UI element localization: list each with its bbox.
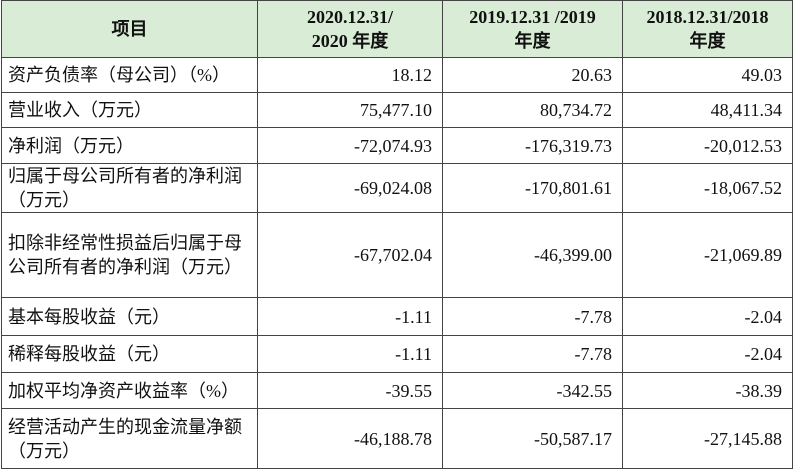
value-cell: -7.78 — [442, 335, 623, 373]
value-cell: 18.12 — [257, 57, 443, 93]
table-row: 扣除非经常性损益后归属于母公司所有者的净利润（万元） -67,702.04 -46,… — [1, 212, 793, 298]
header-cell: 2019.12.31 /2019 年度 — [442, 0, 623, 58]
header-line: 2020.12.31/ — [306, 7, 393, 27]
table-row: 营业收入（万元） 75,477.10 80,734.72 48,411.34 — [1, 92, 793, 128]
table-row: 归属于母公司所有者的净利润（万元） -69,024.08 -170,801.61 -1… — [1, 163, 793, 213]
row-label: 资产负债率（母公司）（%） — [1, 57, 258, 93]
header-line: 年度 — [514, 31, 551, 51]
table-row: 稀释每股收益（元） -1.11 -7.78 -2.04 — [1, 335, 793, 373]
value-cell: 49.03 — [622, 57, 793, 93]
header-row: 项目 2020.12.31/2020 年度 2019.12.31 /2019 年度 20… — [1, 0, 793, 58]
row-label: 基本每股收益（元） — [1, 297, 258, 336]
value-cell: -1.11 — [257, 297, 443, 336]
value-cell: 80,734.72 — [442, 92, 623, 128]
header-cell: 2018.12.31/2018 年度 — [622, 0, 793, 58]
value-cell: -46,188.78 — [257, 408, 443, 469]
value-cell: 75,477.10 — [257, 92, 443, 128]
value-cell: -50,587.17 — [442, 408, 623, 469]
value-cell: -2.04 — [622, 297, 793, 336]
header-cell: 2020.12.31/2020 年度 — [257, 0, 443, 58]
value-cell: -72,074.93 — [257, 127, 443, 164]
row-label: 经营活动产生的现金流量净额（万元） — [1, 408, 258, 469]
row-label: 归属于母公司所有者的净利润（万元） — [1, 163, 258, 213]
value-cell: -1.11 — [257, 335, 443, 373]
table-row: 经营活动产生的现金流量净额（万元） -46,188.78 -50,587.17 -27… — [1, 408, 793, 469]
value-cell: -7.78 — [442, 297, 623, 336]
value-cell: -69,024.08 — [257, 163, 443, 213]
table-row: 净利润（万元） -72,074.93 -176,319.73 -20,012.53 — [1, 127, 793, 164]
value-cell: -2.04 — [622, 335, 793, 373]
header-cell: 项目 — [1, 0, 258, 58]
row-label: 稀释每股收益（元） — [1, 335, 258, 373]
value-cell: 20.63 — [442, 57, 623, 93]
value-cell: -38.39 — [622, 372, 793, 409]
table-row: 加权平均净资产收益率（%） -39.55 -342.55 -38.39 — [1, 372, 793, 409]
header-line: 2019.12.31 /2019 — [469, 7, 596, 27]
value-cell: -46,399.00 — [442, 212, 623, 298]
value-cell: -21,069.89 — [622, 212, 793, 298]
header-line: 年度 — [689, 31, 726, 51]
row-label: 营业收入（万元） — [1, 92, 258, 128]
value-cell: -18,067.52 — [622, 163, 793, 213]
header-line: 2020 年度 — [311, 31, 389, 51]
value-cell: -170,801.61 — [442, 163, 623, 213]
value-cell: -39.55 — [257, 372, 443, 409]
value-cell: 48,411.34 — [622, 92, 793, 128]
value-cell: -176,319.73 — [442, 127, 623, 164]
row-label: 扣除非经常性损益后归属于母公司所有者的净利润（万元） — [1, 212, 258, 298]
header-line: 2018.12.31/2018 — [646, 7, 769, 27]
value-cell: -342.55 — [442, 372, 623, 409]
value-cell: -20,012.53 — [622, 127, 793, 164]
table-row: 资产负债率（母公司）（%） 18.12 20.63 49.03 — [1, 57, 793, 93]
header-line: 项目 — [111, 19, 148, 39]
row-label: 加权平均净资产收益率（%） — [1, 372, 258, 409]
value-cell: -67,702.04 — [257, 212, 443, 298]
table-row: 基本每股收益（元） -1.11 -7.78 -2.04 — [1, 297, 793, 336]
value-cell: -27,145.88 — [622, 408, 793, 469]
row-label: 净利润（万元） — [1, 127, 258, 164]
